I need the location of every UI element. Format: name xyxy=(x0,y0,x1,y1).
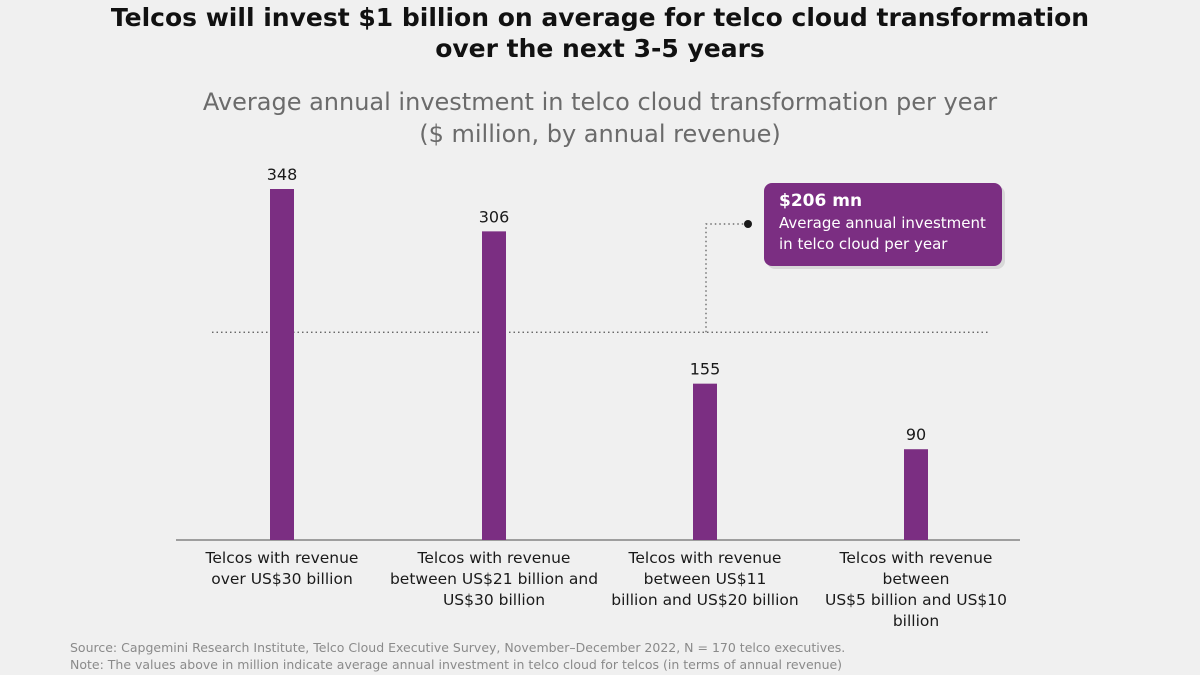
category-label-4-line-2: US$5 billion and US$10 billion xyxy=(825,591,1007,630)
category-label-2-line-1: Telcos with revenue xyxy=(417,549,571,567)
subtitle-line-2: ($ million, by annual revenue) xyxy=(419,120,781,148)
chart-subtitle: Average annual investment in telco cloud… xyxy=(0,86,1200,150)
category-label-1-line-1: Telcos with revenue xyxy=(205,549,359,567)
bar-value-label-2: 306 xyxy=(479,207,510,226)
average-value: $206 mn xyxy=(779,191,863,211)
bar-value-label-4: 90 xyxy=(906,425,926,444)
average-callout: $206 mn Average annual investment in tel… xyxy=(764,183,1002,266)
bar-3 xyxy=(693,383,717,540)
average-description-line-2: in telco cloud per year xyxy=(779,235,948,253)
category-label-3-line-2: between US$11 xyxy=(643,570,767,588)
category-label-4: Telcos with revenue between US$5 billion … xyxy=(806,548,1026,632)
callout-leader-dot xyxy=(744,220,752,228)
bar-value-label-1: 348 xyxy=(267,165,298,184)
category-label-2-line-3: US$30 billion xyxy=(442,591,546,609)
bar-2 xyxy=(482,231,506,541)
category-label-2: Telcos with revenue between US$21 billion… xyxy=(384,548,604,611)
category-label-1: Telcos with revenue over US$30 billion xyxy=(172,548,392,590)
category-label-3-line-3: billion and US$20 billion xyxy=(611,591,799,609)
category-label-1-line-2: over US$30 billion xyxy=(211,570,353,588)
subtitle-line-1: Average annual investment in telco cloud… xyxy=(202,88,998,116)
bar-4 xyxy=(904,449,928,540)
average-description-line-1: Average annual investment xyxy=(779,214,986,232)
title-line-2: over the next 3-5 years xyxy=(435,34,765,63)
callout-leader-line xyxy=(705,223,748,333)
category-label-4-line-1: Telcos with revenue between xyxy=(839,549,993,588)
chart-title: Telcos will invest $1 billion on average… xyxy=(0,2,1200,64)
title-line-1: Telcos will invest $1 billion on average… xyxy=(110,3,1090,32)
source-note: Source: Capgemini Research Institute, Te… xyxy=(70,640,846,655)
bar-1 xyxy=(270,189,294,540)
category-label-2-line-2: between US$21 billion and xyxy=(389,570,599,588)
category-label-3: Telcos with revenue between US$11 billion … xyxy=(595,548,815,611)
footnote: Note: The values above in million indica… xyxy=(70,657,843,672)
bar-value-label-3: 155 xyxy=(690,360,721,379)
category-label-3-line-1: Telcos with revenue xyxy=(628,549,782,567)
